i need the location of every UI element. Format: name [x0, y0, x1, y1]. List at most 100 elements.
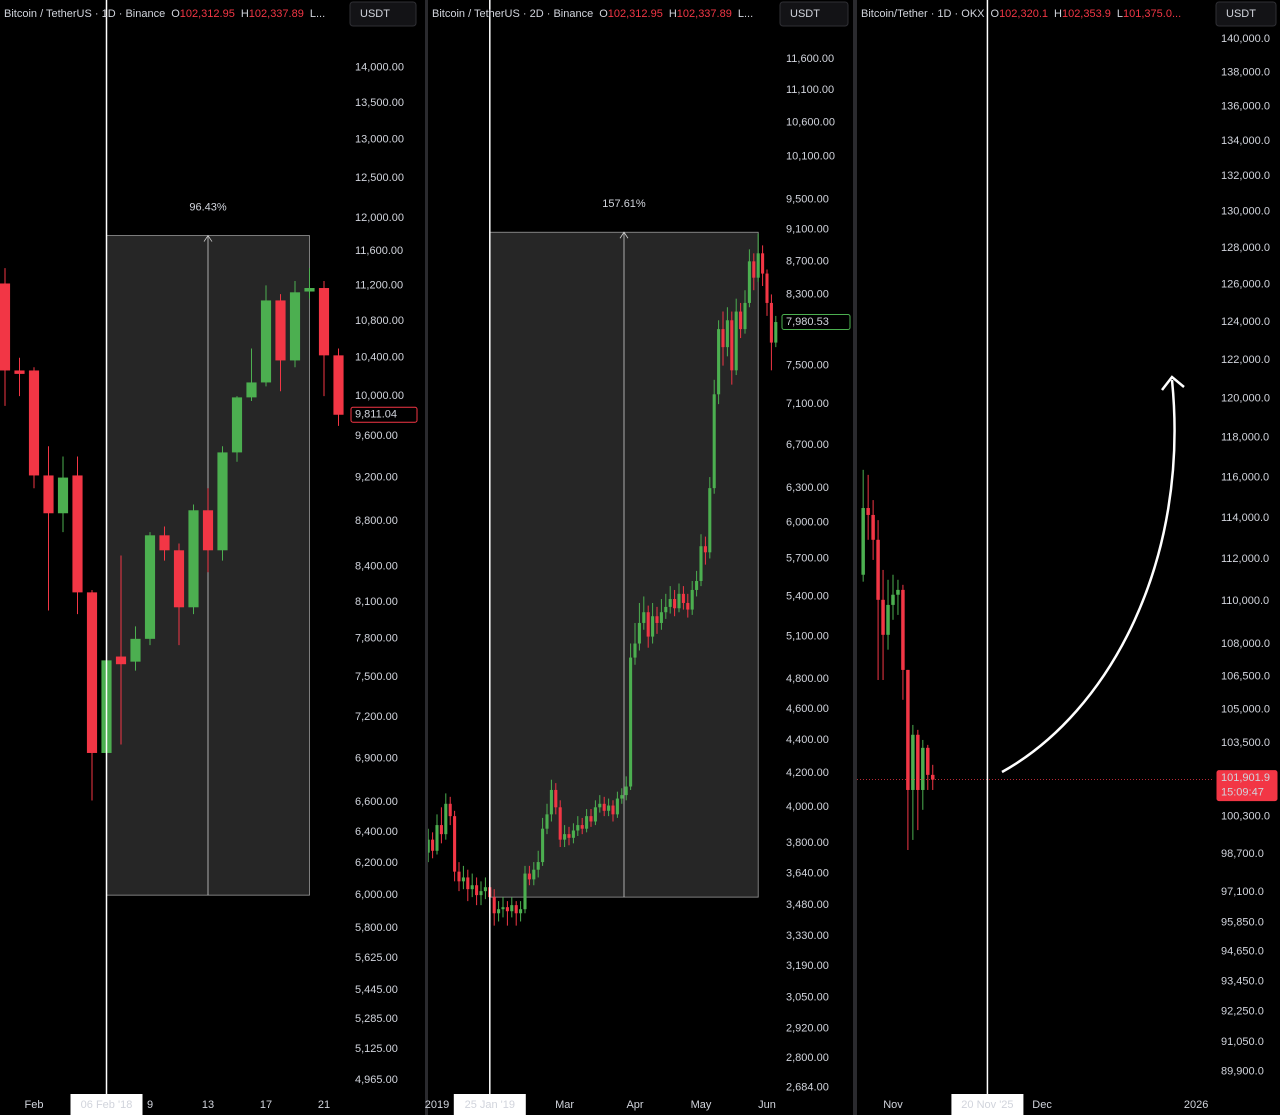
candle-body — [14, 370, 25, 374]
crosshair-label-box — [951, 1094, 1024, 1115]
candle-body — [501, 907, 505, 910]
candle-body — [246, 382, 257, 398]
chart-header: Bitcoin / TetherUS · 2D · Binance O102,31… — [432, 8, 753, 20]
header-ohlc: H — [241, 8, 249, 20]
candle-body — [439, 825, 443, 835]
x-tick-label: 17 — [260, 1099, 272, 1111]
candle-body — [428, 839, 430, 853]
candle-body — [743, 302, 747, 330]
header-symbol: Bitcoin / TetherUS · 2D · Binance — [432, 8, 593, 20]
candle-body — [585, 816, 589, 829]
y-tick-label: 8,300.00 — [786, 288, 829, 300]
candle-body — [558, 807, 562, 840]
y-tick-label: 91,050.0 — [1221, 1036, 1264, 1048]
candle-body — [911, 734, 915, 790]
x-tick-label: Feb — [25, 1099, 44, 1111]
candle-body — [624, 786, 628, 796]
y-tick-label: 7,500.00 — [355, 671, 398, 683]
candle-body — [703, 546, 707, 553]
y-tick-label: 4,600.00 — [786, 703, 829, 715]
y-tick-label: 106,500.0 — [1221, 671, 1270, 683]
chart-header: Bitcoin/Tether · 1D · OKX O102,320.1 H102,… — [861, 8, 1181, 20]
chart-header: Bitcoin / TetherUS · 1D · Binance O102,31… — [4, 8, 325, 20]
y-tick-label: 4,200.00 — [786, 767, 829, 779]
y-tick-label: 7,800.00 — [355, 633, 398, 645]
price-label: 101,901.9 — [1221, 772, 1270, 784]
candle-body — [173, 550, 185, 608]
candle-body — [0, 283, 11, 371]
measure-arrow-head — [203, 234, 213, 242]
y-tick-label: 6,900.00 — [355, 753, 398, 765]
y-tick-label: 3,640.00 — [786, 867, 829, 879]
x-tick-label: 20 Nov '25 — [961, 1099, 1013, 1111]
candle-body — [435, 825, 439, 851]
candle-body — [532, 869, 536, 880]
y-tick-label: 2,684.00 — [786, 1082, 829, 1094]
candle-body — [695, 580, 699, 590]
x-tick-label: Dec — [1032, 1099, 1052, 1111]
candle-body — [554, 789, 558, 808]
y-tick-label: 8,700.00 — [786, 255, 829, 267]
x-tick-label: Mar — [555, 1099, 574, 1111]
candle-body — [646, 612, 650, 637]
y-tick-label: 3,480.00 — [786, 899, 829, 911]
candle-body — [730, 320, 734, 371]
y-tick-label: 4,800.00 — [786, 673, 829, 685]
candle-body — [598, 803, 602, 808]
x-tick-label: 06 Feb '18 — [81, 1099, 133, 1111]
price-label: 9,811.04 — [355, 409, 397, 421]
candle-body — [769, 302, 773, 343]
x-tick-label: 13 — [202, 1099, 214, 1111]
candle-body — [497, 909, 501, 914]
arrow-head — [1161, 375, 1185, 391]
candle-body — [231, 397, 243, 453]
y-tick-label: 5,100.00 — [786, 631, 829, 643]
candle-body — [466, 877, 470, 890]
currency-label: USDT — [790, 8, 820, 20]
y-tick-label: 8,800.00 — [355, 515, 398, 527]
header-ohlc: O — [599, 8, 608, 20]
candle-body — [593, 807, 597, 822]
candle-body — [926, 747, 930, 775]
y-tick-label: 8,400.00 — [355, 560, 398, 572]
candle-body — [756, 253, 760, 278]
candle-body — [188, 510, 199, 608]
y-tick-label: 6,000.00 — [786, 516, 829, 528]
y-tick-label: 103,500.0 — [1221, 737, 1270, 749]
candle-body — [861, 508, 865, 575]
header-ohlc: 102,337.89 — [677, 8, 732, 20]
candle-body — [510, 905, 514, 912]
y-tick-label: 130,000.0 — [1221, 206, 1270, 218]
panel-separator — [425, 0, 428, 1115]
y-tick-label: 128,000.0 — [1221, 242, 1270, 254]
y-tick-label: 132,000.0 — [1221, 170, 1270, 182]
candle-body — [659, 612, 663, 623]
price-label-box — [1216, 770, 1278, 802]
candle-body — [571, 830, 575, 838]
y-tick-label: 3,190.00 — [786, 960, 829, 972]
header-ohlc: O — [991, 8, 1000, 20]
currency-box — [349, 1, 417, 27]
header-ohlc: 101,375.0... — [1123, 8, 1181, 20]
candle-body — [699, 546, 703, 581]
candle-body — [333, 355, 344, 415]
candle-body — [260, 300, 272, 383]
y-tick-label: 14,000.00 — [355, 61, 404, 73]
y-tick-label: 124,000.0 — [1221, 316, 1270, 328]
y-tick-label: 8,100.00 — [355, 596, 398, 608]
y-tick-label: 10,400.00 — [355, 352, 404, 364]
panel-separator — [853, 0, 857, 1115]
candle-body — [611, 805, 615, 815]
candle-body — [896, 589, 900, 595]
y-tick-label: 114,000.0 — [1221, 512, 1269, 524]
candle-body — [708, 488, 712, 553]
candle-body — [475, 885, 479, 896]
candle-body — [615, 798, 619, 815]
header-ohlc: 102,320.1 — [999, 8, 1048, 20]
candle-body — [318, 288, 330, 356]
y-tick-label: 10,000.00 — [355, 390, 404, 402]
candle-body — [527, 873, 531, 880]
currency-box — [779, 1, 849, 27]
candle-body — [536, 862, 540, 870]
